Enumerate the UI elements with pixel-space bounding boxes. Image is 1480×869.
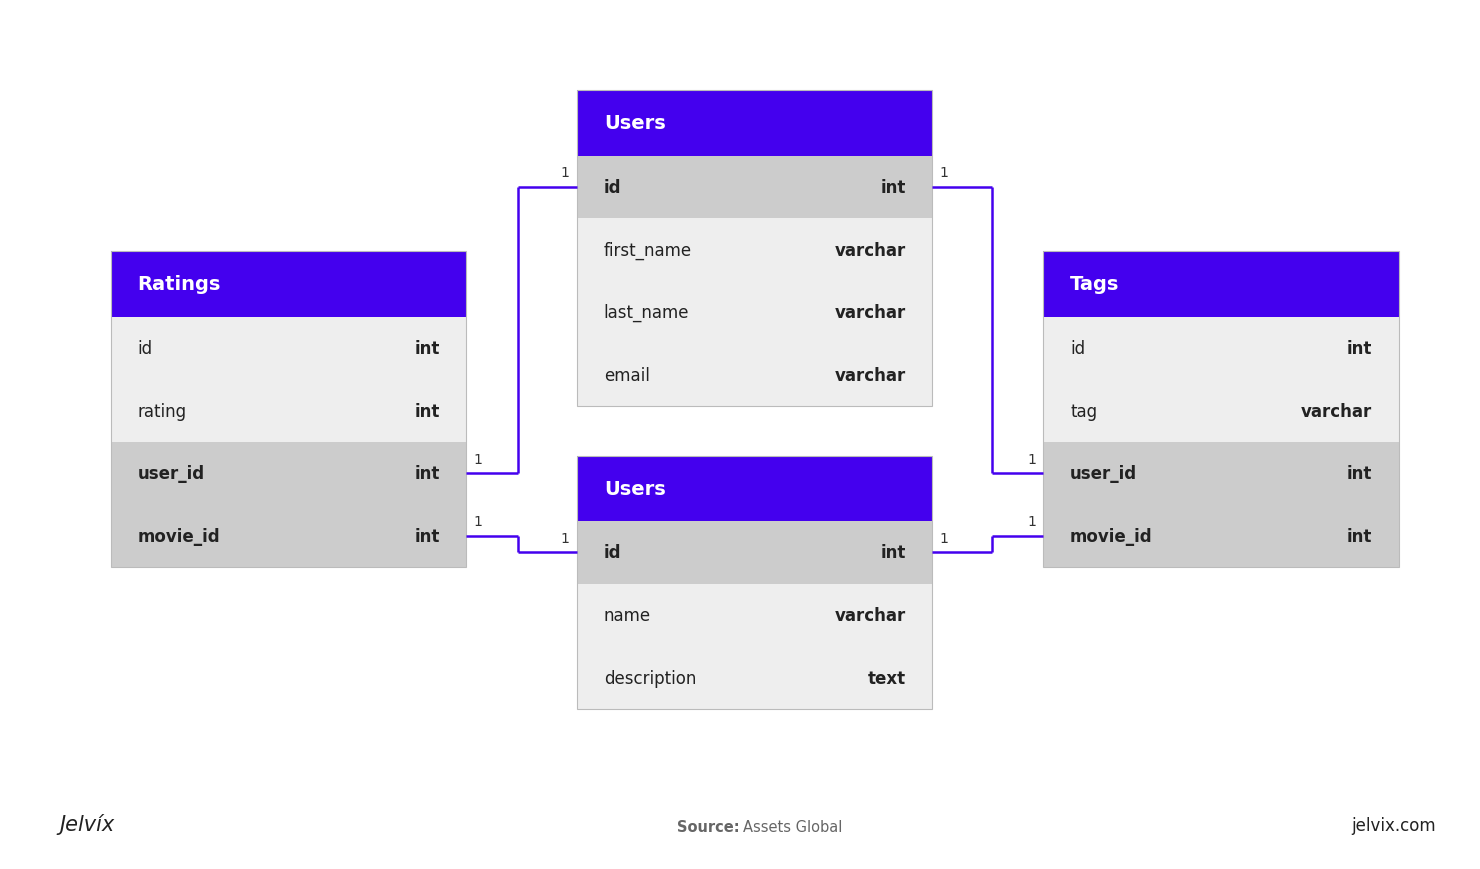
Text: 1: 1 bbox=[474, 514, 482, 528]
Bar bbox=[1043, 252, 1399, 317]
Text: Users: Users bbox=[604, 115, 666, 133]
Text: Assets Global: Assets Global bbox=[743, 819, 842, 834]
Text: 1: 1 bbox=[1027, 452, 1036, 466]
Bar bbox=[1043, 317, 1399, 380]
Bar bbox=[111, 380, 466, 442]
Text: tag: tag bbox=[1070, 402, 1097, 420]
Text: int: int bbox=[1347, 465, 1372, 482]
Text: int: int bbox=[1347, 340, 1372, 357]
Text: user_id: user_id bbox=[1070, 465, 1137, 482]
Bar bbox=[577, 282, 932, 344]
Bar bbox=[111, 317, 466, 380]
Text: 1: 1 bbox=[940, 166, 949, 180]
Bar bbox=[577, 91, 932, 407]
Text: 1: 1 bbox=[1027, 514, 1036, 528]
Bar bbox=[1043, 380, 1399, 442]
Bar bbox=[111, 252, 466, 317]
Text: Jelvíx: Jelvíx bbox=[59, 813, 114, 834]
Text: id: id bbox=[604, 544, 622, 561]
Text: varchar: varchar bbox=[1301, 402, 1372, 420]
Text: int: int bbox=[414, 340, 440, 357]
Text: int: int bbox=[881, 179, 906, 196]
Bar bbox=[577, 156, 932, 219]
Text: int: int bbox=[1347, 527, 1372, 545]
Bar bbox=[577, 344, 932, 407]
Text: int: int bbox=[414, 465, 440, 482]
Bar bbox=[1043, 505, 1399, 567]
Bar bbox=[1043, 442, 1399, 505]
Text: user_id: user_id bbox=[138, 465, 204, 482]
Text: int: int bbox=[414, 527, 440, 545]
Text: varchar: varchar bbox=[835, 242, 906, 259]
Text: Users: Users bbox=[604, 480, 666, 498]
Text: Source:: Source: bbox=[678, 819, 740, 834]
Text: id: id bbox=[1070, 340, 1085, 357]
Bar bbox=[577, 91, 932, 156]
Text: int: int bbox=[414, 402, 440, 420]
Bar bbox=[577, 584, 932, 647]
Text: movie_id: movie_id bbox=[138, 527, 221, 545]
Text: text: text bbox=[867, 669, 906, 687]
Text: Ratings: Ratings bbox=[138, 275, 221, 294]
Text: 1: 1 bbox=[474, 452, 482, 466]
Bar bbox=[111, 442, 466, 505]
Text: first_name: first_name bbox=[604, 242, 693, 259]
Text: rating: rating bbox=[138, 402, 186, 420]
Text: Tags: Tags bbox=[1070, 275, 1119, 294]
Text: name: name bbox=[604, 607, 651, 624]
Bar bbox=[577, 219, 932, 282]
Bar bbox=[111, 252, 466, 567]
Text: varchar: varchar bbox=[835, 607, 906, 624]
Bar bbox=[577, 647, 932, 709]
Text: jelvix.com: jelvix.com bbox=[1351, 816, 1436, 834]
Text: id: id bbox=[138, 340, 152, 357]
Text: 1: 1 bbox=[561, 166, 570, 180]
Text: 1: 1 bbox=[940, 531, 949, 545]
Text: id: id bbox=[604, 179, 622, 196]
Bar bbox=[577, 456, 932, 709]
Bar bbox=[577, 456, 932, 521]
Text: varchar: varchar bbox=[835, 367, 906, 384]
Bar bbox=[577, 521, 932, 584]
Text: description: description bbox=[604, 669, 696, 687]
Bar bbox=[111, 505, 466, 567]
Text: email: email bbox=[604, 367, 650, 384]
Text: varchar: varchar bbox=[835, 304, 906, 322]
Text: movie_id: movie_id bbox=[1070, 527, 1153, 545]
Bar bbox=[1043, 252, 1399, 567]
Text: 1: 1 bbox=[561, 531, 570, 545]
Text: last_name: last_name bbox=[604, 304, 690, 322]
Text: int: int bbox=[881, 544, 906, 561]
